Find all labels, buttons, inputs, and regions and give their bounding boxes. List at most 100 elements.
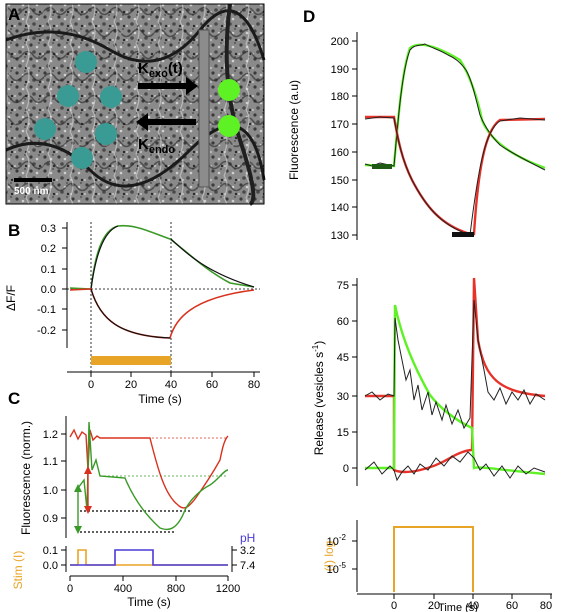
svg-text:200: 200 — [331, 36, 349, 48]
d-top-ylabel: Fluorescence (a.u) — [287, 80, 301, 180]
c-yticks: 1.2 1.1 1.0 0.9 — [43, 429, 66, 525]
svg-text:180: 180 — [331, 91, 349, 103]
svg-text:20: 20 — [428, 600, 440, 612]
svg-text:75: 75 — [337, 280, 349, 292]
c-arrows — [74, 466, 92, 534]
panel-b: B ΔF/F 0.3 0.2 0.1 0.0 -0.1 -0.2 0 20 40… — [4, 221, 260, 406]
svg-text:0: 0 — [67, 583, 73, 595]
svg-text:0.1: 0.1 — [43, 545, 58, 557]
svg-text:190: 190 — [331, 64, 349, 76]
panel-label-c: C — [8, 389, 20, 408]
svg-text:20: 20 — [125, 379, 137, 391]
panel-d: D Fluorescence (a.u) 200 190 180 170 160… — [287, 7, 552, 612]
c-xticks: 0 400 800 1200 — [67, 576, 240, 595]
svg-text:0: 0 — [391, 600, 397, 612]
svg-text:3.2: 3.2 — [240, 545, 255, 557]
c-stim-label: Stim (I) — [11, 551, 25, 590]
d-bot-ytick-1: 10-5 — [327, 561, 347, 576]
b-stim-bar — [91, 356, 171, 365]
b-xlabel: Time (s) — [138, 392, 182, 406]
b-xticks: 0 20 40 60 80 — [88, 372, 260, 391]
svg-text:400: 400 — [114, 583, 132, 595]
d-mid-red-trace — [365, 277, 546, 474]
svg-text:30: 30 — [337, 391, 349, 403]
k-endo-label: Kendo — [138, 136, 175, 156]
svg-text:40: 40 — [467, 600, 479, 612]
d-stim-trace — [393, 526, 474, 592]
svg-text:40: 40 — [165, 379, 177, 391]
svg-text:45: 45 — [337, 352, 349, 364]
c-ylabel: Fluorescence (norm.) — [19, 421, 33, 535]
c-stim-trace — [70, 549, 228, 566]
svg-text:-0.1: -0.1 — [37, 304, 56, 316]
d-bot-ylabel: (I) log — [322, 541, 336, 572]
panel-label-b: B — [8, 221, 20, 240]
surface-vesicle — [218, 115, 240, 137]
surface-vesicle — [218, 79, 240, 101]
b-ylabel: ΔF/F — [4, 285, 18, 311]
svg-text:0.0: 0.0 — [41, 284, 56, 296]
scale-bar-label: 500 nm — [14, 186, 49, 197]
d-mid-ylabel: Release (vesicles s-1) — [311, 341, 326, 456]
svg-text:15: 15 — [337, 427, 349, 439]
svg-text:80: 80 — [540, 600, 552, 612]
vesicle — [75, 51, 97, 73]
d-top-red-trace — [365, 115, 546, 236]
svg-text:0: 0 — [88, 379, 94, 391]
b-red-trace — [69, 288, 255, 339]
c-ph-trace — [70, 549, 228, 566]
d-mid-yticks: 75 60 45 30 15 0 — [337, 280, 357, 475]
svg-text:150: 150 — [331, 175, 349, 187]
d-green-baseline-bar — [372, 164, 392, 169]
b-yticks: 0.3 0.2 0.1 0.0 -0.1 -0.2 — [37, 223, 67, 337]
vesicle — [34, 118, 56, 140]
svg-text:170: 170 — [331, 119, 349, 131]
d-top-yticks: 200 190 180 170 160 150 140 130 — [331, 36, 357, 242]
svg-text:60: 60 — [337, 316, 349, 328]
d-bot-ytick-0: 10-2 — [327, 533, 347, 548]
d-mid-green-trace — [365, 304, 546, 476]
svg-text:60: 60 — [206, 379, 218, 391]
svg-text:7.4: 7.4 — [240, 560, 255, 572]
c-xlabel: Time (s) — [127, 595, 171, 609]
vesicle — [57, 85, 79, 107]
endo-arrow — [136, 113, 196, 131]
svg-text:0: 0 — [343, 463, 349, 475]
c-red-trace — [69, 428, 229, 509]
vesicle — [100, 86, 122, 108]
svg-text:0.3: 0.3 — [41, 223, 56, 235]
panel-a: A Kexo(t) Kendo 500 nm — [5, 3, 266, 206]
panel-label-d: D — [303, 7, 315, 26]
plasma-membrane — [198, 29, 210, 188]
d-xticks: 0 20 40 60 80 — [391, 594, 552, 612]
svg-text:800: 800 — [167, 583, 185, 595]
vesicle — [71, 147, 93, 169]
svg-text:0.2: 0.2 — [41, 243, 56, 255]
d-xlabel: Time (s) — [438, 602, 478, 612]
c-ph-label: pH — [240, 531, 255, 545]
svg-text:0.0: 0.0 — [43, 560, 58, 572]
svg-text:80: 80 — [248, 379, 260, 391]
d-black-plateau-bar — [452, 232, 474, 237]
svg-text:1.1: 1.1 — [43, 456, 58, 468]
svg-text:1.0: 1.0 — [43, 485, 58, 497]
svg-text:1.2: 1.2 — [43, 429, 58, 441]
svg-text:-0.2: -0.2 — [37, 325, 56, 337]
svg-text:140: 140 — [331, 202, 349, 214]
scale-bar — [14, 178, 52, 182]
svg-text:0.9: 0.9 — [43, 513, 58, 525]
vesicle-cluster — [34, 51, 122, 169]
b-green-trace — [69, 224, 255, 290]
panel-label-a: A — [8, 5, 20, 24]
vesicle — [95, 123, 117, 145]
svg-text:0.1: 0.1 — [41, 264, 56, 276]
svg-text:130: 130 — [331, 230, 349, 242]
exo-arrow — [138, 77, 198, 95]
d-top-green-trace — [364, 43, 546, 170]
k-exo-label: Kexo(t) — [138, 60, 183, 80]
svg-text:160: 160 — [331, 147, 349, 159]
svg-text:60: 60 — [506, 600, 518, 612]
panel-c: C Fluorescence (norm.) 1.2 1.1 1.0 0.9 S… — [8, 389, 255, 609]
svg-text:1200: 1200 — [216, 583, 240, 595]
